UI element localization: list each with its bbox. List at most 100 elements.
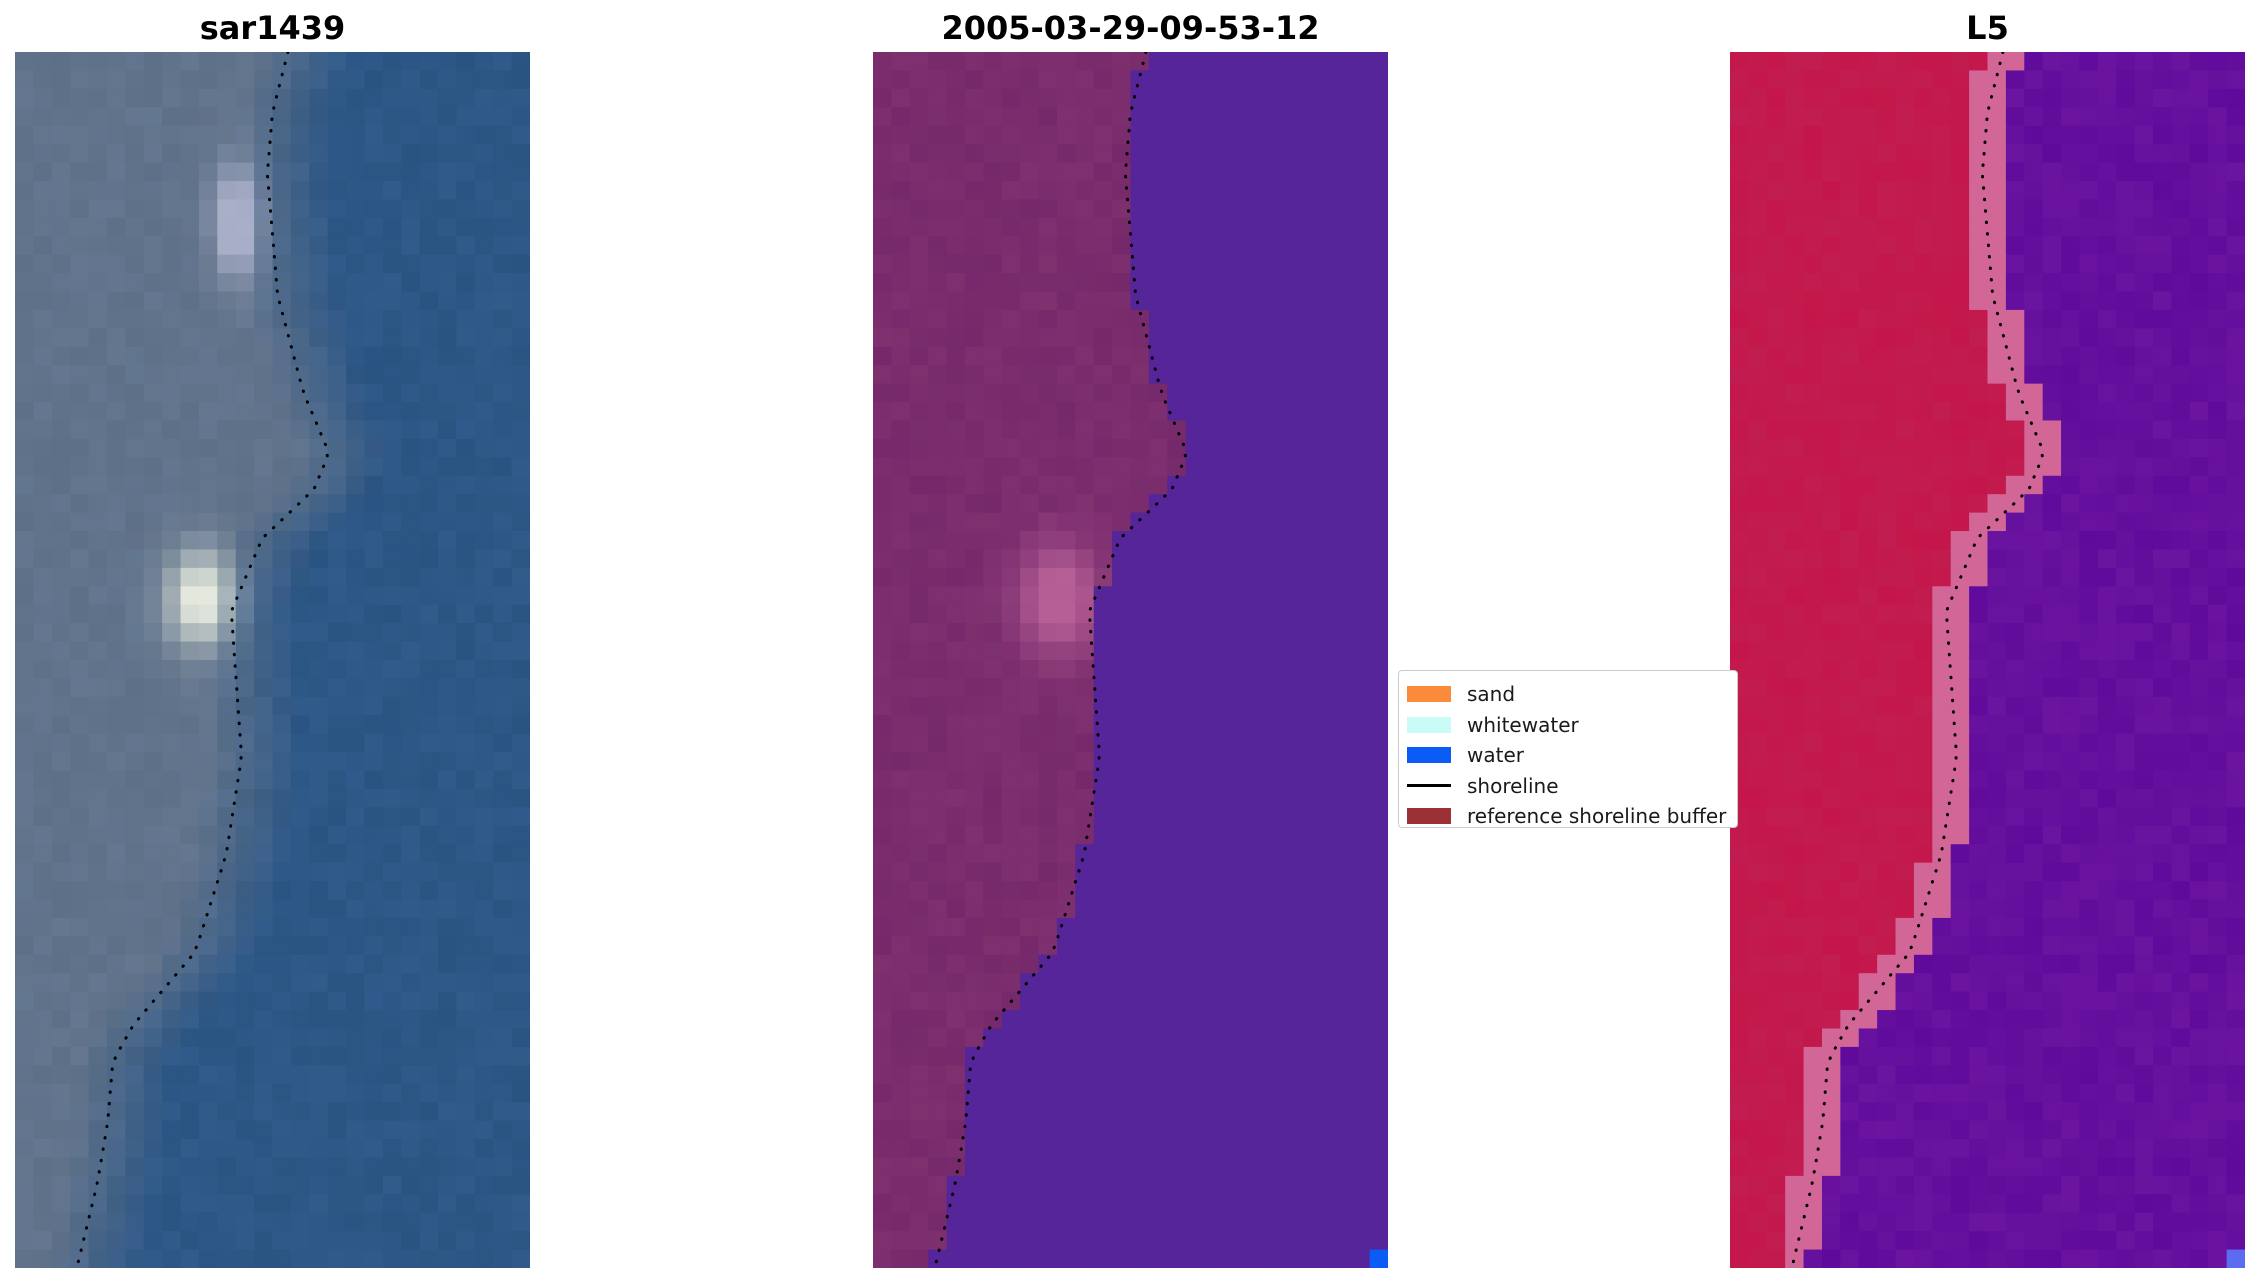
raster-pixel: [106, 604, 126, 624]
raster-pixel: [928, 52, 948, 72]
raster-pixel: [2061, 678, 2081, 698]
raster-pixel: [456, 125, 476, 145]
raster-pixel: [180, 273, 200, 293]
raster-pixel: [983, 52, 1003, 72]
raster-pixel: [928, 881, 948, 901]
raster-pixel: [419, 733, 439, 753]
raster-pixel: [2061, 475, 2081, 495]
raster-pixel: [70, 715, 90, 735]
raster-pixel: [217, 52, 237, 72]
raster-pixel: [143, 273, 163, 293]
raster-pixel: [1766, 475, 1786, 495]
raster-pixel: [1877, 52, 1897, 72]
raster-pixel: [2171, 825, 2191, 845]
raster-pixel: [1840, 144, 1860, 164]
raster-pixel: [928, 1175, 948, 1195]
raster-pixel: [1130, 1175, 1150, 1195]
raster-pixel: [1001, 346, 1021, 366]
raster-pixel: [1296, 1046, 1316, 1066]
raster-pixel: [2005, 678, 2025, 698]
raster-pixel: [1895, 438, 1915, 458]
raster-pixel: [1204, 1175, 1224, 1195]
raster-pixel: [1020, 696, 1040, 716]
raster-pixel: [474, 623, 494, 643]
raster-pixel: [1075, 494, 1095, 514]
raster-pixel: [1185, 309, 1205, 329]
raster-pixel: [2005, 604, 2025, 624]
raster-pixel: [1093, 420, 1113, 440]
raster-pixel: [2079, 531, 2099, 551]
raster-pixel: [1112, 1083, 1132, 1103]
raster-pixel: [1296, 844, 1316, 864]
raster-pixel: [1020, 1175, 1040, 1195]
raster-pixel: [1130, 973, 1150, 993]
raster-pixel: [456, 567, 476, 587]
raster-pixel: [511, 346, 530, 366]
raster-pixel: [1821, 420, 1841, 440]
raster-pixel: [1259, 199, 1279, 219]
raster-pixel: [2171, 144, 2191, 164]
raster-pixel: [217, 438, 237, 458]
raster-pixel: [2097, 586, 2117, 606]
raster-pixel: [891, 107, 911, 127]
raster-pixel: [456, 475, 476, 495]
raster-pixel: [88, 844, 108, 864]
raster-pixel: [1204, 291, 1224, 311]
raster-pixel: [327, 973, 347, 993]
raster-pixel: [983, 1102, 1003, 1122]
raster-pixel: [88, 1102, 108, 1122]
raster-pixel: [1932, 623, 1952, 643]
raster-pixel: [1185, 1194, 1205, 1214]
raster-pixel: [1913, 199, 1933, 219]
raster-pixel: [2116, 475, 2136, 495]
raster-pixel: [1240, 733, 1260, 753]
raster-pixel: [143, 383, 163, 403]
raster-pixel: [2005, 494, 2025, 514]
raster-pixel: [438, 328, 458, 348]
raster-pixel: [1932, 475, 1952, 495]
raster-pixel: [106, 457, 126, 477]
raster-pixel: [106, 1249, 126, 1268]
raster-pixel: [162, 180, 182, 200]
raster-pixel: [1314, 973, 1334, 993]
raster-pixel: [1803, 438, 1823, 458]
raster-pixel: [51, 1212, 71, 1232]
raster-pixel: [162, 475, 182, 495]
raster-pixel: [1932, 402, 1952, 422]
raster-pixel: [2097, 788, 2117, 808]
raster-pixel: [419, 402, 439, 422]
raster-pixel: [162, 862, 182, 882]
raster-pixel: [964, 328, 984, 348]
raster-pixel: [125, 936, 145, 956]
raster-pixel: [1112, 144, 1132, 164]
raster-pixel: [309, 567, 329, 587]
raster-pixel: [2208, 420, 2228, 440]
raster-pixel: [2061, 862, 2081, 882]
raster-pixel: [33, 973, 53, 993]
raster-pixel: [290, 715, 310, 735]
raster-pixel: [1803, 825, 1823, 845]
raster-pixel: [364, 457, 384, 477]
raster-pixel: [1148, 531, 1168, 551]
raster-pixel: [1020, 1157, 1040, 1177]
raster-pixel: [1075, 531, 1095, 551]
raster-pixel: [1351, 1194, 1371, 1214]
raster-pixel: [2189, 531, 2209, 551]
raster-pixel: [1204, 641, 1224, 661]
raster-pixel: [106, 1175, 126, 1195]
raster-pixel: [1130, 1028, 1150, 1048]
raster-pixel: [33, 236, 53, 256]
raster-pixel: [1351, 144, 1371, 164]
raster-pixel: [1259, 1175, 1279, 1195]
raster-pixel: [511, 180, 530, 200]
raster-pixel: [2079, 70, 2099, 90]
raster-pixel: [1748, 125, 1768, 145]
raster-pixel: [1185, 1212, 1205, 1232]
raster-pixel: [1895, 549, 1915, 569]
raster-pixel: [2097, 604, 2117, 624]
raster-pixel: [1167, 1120, 1187, 1140]
raster-pixel: [2079, 844, 2099, 864]
raster-pixel: [983, 715, 1003, 735]
raster-pixel: [928, 107, 948, 127]
raster-pixel: [1785, 457, 1805, 477]
